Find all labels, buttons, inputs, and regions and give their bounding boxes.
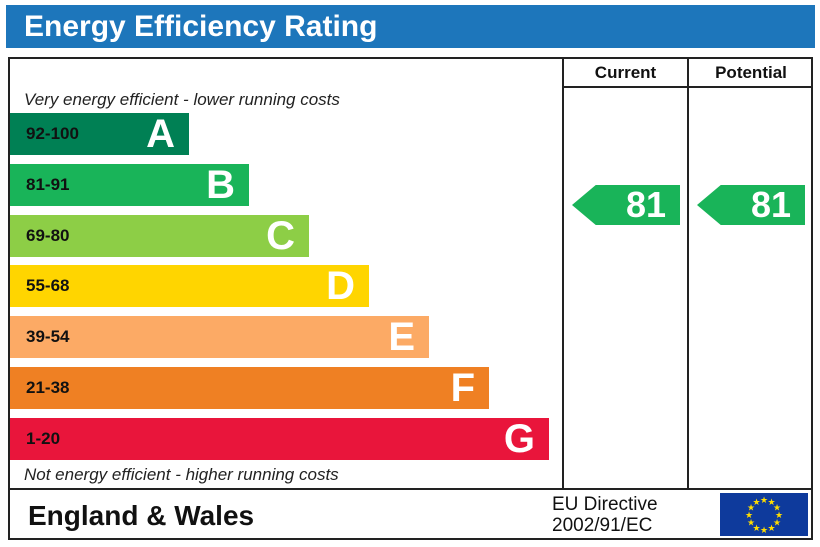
band-range: 39-54 bbox=[26, 327, 70, 346]
star-icon: ★ bbox=[775, 510, 783, 520]
chart-frame bbox=[8, 57, 813, 540]
band-letter: D bbox=[326, 264, 355, 308]
star-icon: ★ bbox=[760, 525, 768, 535]
band-range: 55-68 bbox=[26, 276, 70, 295]
column-divider bbox=[687, 57, 689, 490]
star-icon: ★ bbox=[773, 503, 781, 513]
current-rating-arrow: 81 bbox=[572, 185, 680, 225]
chart-title: Energy Efficiency Rating bbox=[6, 5, 815, 48]
eu-flag-icon: ★ ★ ★ ★ ★ ★ ★ ★ ★ ★ ★ ★ bbox=[720, 493, 808, 536]
band-range: 21-38 bbox=[26, 378, 70, 397]
band-range: 92-100 bbox=[26, 124, 79, 143]
star-icon: ★ bbox=[747, 518, 755, 528]
directive-line1: EU Directive bbox=[552, 494, 658, 515]
band-letter: E bbox=[388, 315, 415, 359]
band-bar-d: 55-68 D bbox=[10, 265, 369, 307]
region-label: England & Wales bbox=[28, 500, 255, 531]
band-bar-b: 81-91 B bbox=[10, 164, 249, 206]
current-header: Current bbox=[594, 63, 657, 82]
star-icon: ★ bbox=[760, 495, 768, 505]
star-icon: ★ bbox=[752, 523, 760, 533]
band-letter: F bbox=[450, 366, 475, 410]
column-divider bbox=[562, 57, 564, 490]
band-bar-c: 69-80 C bbox=[10, 215, 309, 257]
band-letter: G bbox=[503, 417, 535, 461]
band-bar-f: 21-38 F bbox=[10, 367, 489, 409]
bottom-note: Not energy efficient - higher running co… bbox=[24, 465, 339, 484]
band-letter: C bbox=[266, 214, 295, 258]
band-range: 81-91 bbox=[26, 175, 70, 194]
band-letter: A bbox=[146, 112, 175, 156]
directive-line2: 2002/91/EC bbox=[552, 515, 653, 536]
star-icon: ★ bbox=[745, 510, 753, 520]
footer-divider bbox=[8, 488, 813, 490]
star-icon: ★ bbox=[752, 497, 760, 507]
band-bar-e: 39-54 E bbox=[10, 316, 429, 358]
band-range: 69-80 bbox=[26, 226, 70, 245]
band-range: 1-20 bbox=[26, 429, 61, 448]
band-bar-g: 1-20 G bbox=[10, 418, 549, 460]
star-icon: ★ bbox=[773, 518, 781, 528]
star-icon: ★ bbox=[747, 503, 755, 513]
star-icon: ★ bbox=[767, 523, 775, 533]
star-icon: ★ bbox=[767, 497, 775, 507]
band-letter: B bbox=[206, 163, 235, 207]
eu-directive: EU Directive 2002/91/EC bbox=[552, 494, 658, 536]
band-bar-a: 92-100 A bbox=[10, 113, 189, 155]
potential-rating-arrow: 81 bbox=[697, 185, 805, 225]
top-note: Very energy efficient - lower running co… bbox=[24, 90, 340, 109]
potential-header: Potential bbox=[715, 63, 787, 82]
